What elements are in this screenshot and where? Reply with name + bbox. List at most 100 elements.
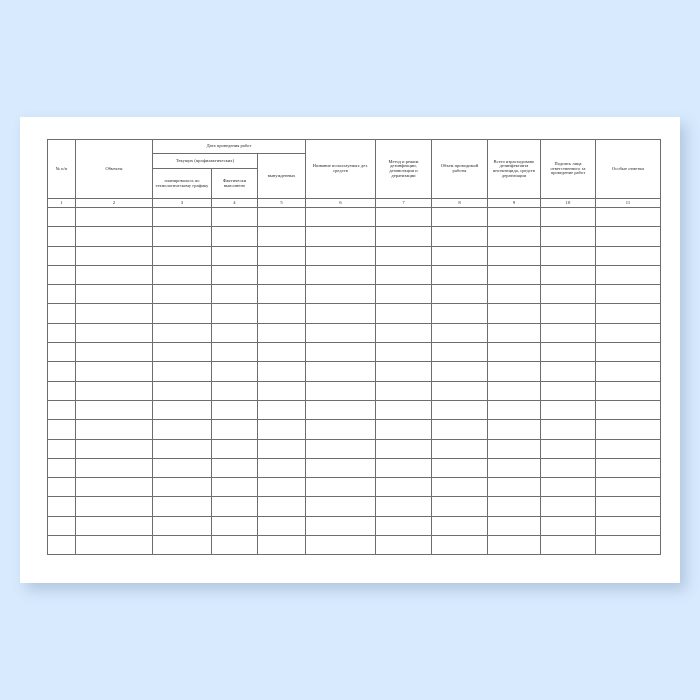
table-cell[interactable] <box>47 515 76 537</box>
table-cell[interactable] <box>540 438 597 459</box>
table-cell[interactable] <box>595 457 662 479</box>
table-cell[interactable] <box>256 496 307 517</box>
table-cell[interactable] <box>75 457 153 479</box>
table-cell[interactable] <box>305 399 377 421</box>
table-cell[interactable] <box>152 477 212 498</box>
table-cell[interactable] <box>256 303 307 324</box>
table-cell[interactable] <box>211 438 258 459</box>
table-cell[interactable] <box>211 457 258 479</box>
table-cell[interactable] <box>540 264 597 286</box>
table-cell[interactable] <box>375 342 433 363</box>
table-cell[interactable] <box>305 515 377 537</box>
table-cell[interactable] <box>431 496 489 517</box>
table-cell[interactable] <box>211 322 258 344</box>
table-cell[interactable] <box>431 284 489 305</box>
table-cell[interactable] <box>211 342 258 363</box>
table-cell[interactable] <box>152 245 212 266</box>
table-cell[interactable] <box>47 322 76 344</box>
table-cell[interactable] <box>487 342 542 363</box>
table-cell[interactable] <box>431 226 489 247</box>
table-cell[interactable] <box>256 515 307 537</box>
table-cell[interactable] <box>487 477 542 498</box>
table-cell[interactable] <box>487 264 542 286</box>
table-cell[interactable] <box>305 303 377 324</box>
table-cell[interactable] <box>595 206 662 228</box>
table-cell[interactable] <box>305 226 377 247</box>
table-cell[interactable] <box>595 303 662 324</box>
table-cell[interactable] <box>595 361 662 382</box>
table-row[interactable] <box>47 284 662 305</box>
table-cell[interactable] <box>75 361 153 382</box>
table-cell[interactable] <box>256 264 307 286</box>
table-cell[interactable] <box>305 342 377 363</box>
table-cell[interactable] <box>540 322 597 344</box>
table-cell[interactable] <box>487 380 542 401</box>
table-cell[interactable] <box>75 380 153 401</box>
table-cell[interactable] <box>595 535 662 556</box>
table-cell[interactable] <box>431 206 489 228</box>
table-cell[interactable] <box>211 419 258 440</box>
table-cell[interactable] <box>431 322 489 344</box>
table-cell[interactable] <box>487 438 542 459</box>
table-cell[interactable] <box>256 226 307 247</box>
table-row[interactable] <box>47 438 662 459</box>
table-cell[interactable] <box>47 361 76 382</box>
table-cell[interactable] <box>75 399 153 421</box>
table-cell[interactable] <box>305 361 377 382</box>
table-cell[interactable] <box>152 322 212 344</box>
table-cell[interactable] <box>595 284 662 305</box>
table-cell[interactable] <box>375 303 433 324</box>
table-cell[interactable] <box>152 361 212 382</box>
table-cell[interactable] <box>375 438 433 459</box>
table-row[interactable] <box>47 419 662 440</box>
table-cell[interactable] <box>540 496 597 517</box>
table-cell[interactable] <box>487 535 542 556</box>
table-cell[interactable] <box>487 245 542 266</box>
table-cell[interactable] <box>595 419 662 440</box>
table-cell[interactable] <box>431 457 489 479</box>
table-cell[interactable] <box>431 303 489 324</box>
table-cell[interactable] <box>375 457 433 479</box>
table-cell[interactable] <box>375 419 433 440</box>
table-cell[interactable] <box>152 515 212 537</box>
table-cell[interactable] <box>431 342 489 363</box>
table-row[interactable] <box>47 457 662 479</box>
table-cell[interactable] <box>305 206 377 228</box>
table-cell[interactable] <box>487 284 542 305</box>
table-cell[interactable] <box>375 361 433 382</box>
table-cell[interactable] <box>211 535 258 556</box>
table-cell[interactable] <box>152 496 212 517</box>
table-cell[interactable] <box>305 535 377 556</box>
table-cell[interactable] <box>487 226 542 247</box>
table-cell[interactable] <box>211 380 258 401</box>
table-cell[interactable] <box>595 264 662 286</box>
table-cell[interactable] <box>47 226 76 247</box>
table-row[interactable] <box>47 245 662 266</box>
table-row[interactable] <box>47 399 662 421</box>
table-cell[interactable] <box>305 496 377 517</box>
table-cell[interactable] <box>375 380 433 401</box>
table-cell[interactable] <box>256 419 307 440</box>
table-cell[interactable] <box>211 206 258 228</box>
table-cell[interactable] <box>256 361 307 382</box>
table-cell[interactable] <box>47 264 76 286</box>
table-cell[interactable] <box>595 496 662 517</box>
table-cell[interactable] <box>211 515 258 537</box>
table-cell[interactable] <box>540 342 597 363</box>
table-cell[interactable] <box>211 361 258 382</box>
table-cell[interactable] <box>75 245 153 266</box>
table-cell[interactable] <box>152 380 212 401</box>
table-cell[interactable] <box>305 477 377 498</box>
table-cell[interactable] <box>431 515 489 537</box>
table-cell[interactable] <box>47 419 76 440</box>
table-row[interactable] <box>47 303 662 324</box>
table-cell[interactable] <box>305 284 377 305</box>
table-cell[interactable] <box>47 535 76 556</box>
table-cell[interactable] <box>375 496 433 517</box>
table-row[interactable] <box>47 342 662 363</box>
table-cell[interactable] <box>256 457 307 479</box>
table-cell[interactable] <box>375 477 433 498</box>
table-cell[interactable] <box>487 419 542 440</box>
table-cell[interactable] <box>540 245 597 266</box>
table-cell[interactable] <box>75 477 153 498</box>
